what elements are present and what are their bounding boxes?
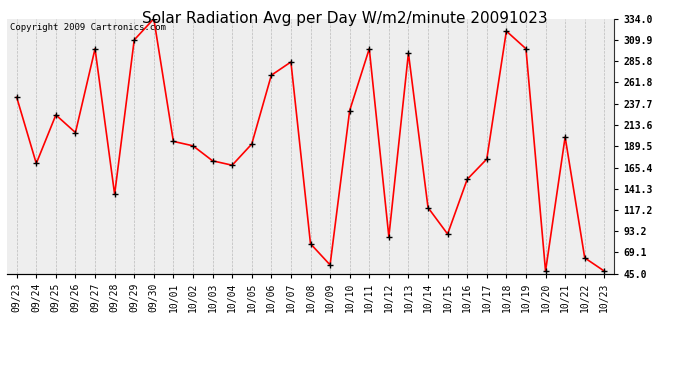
Text: Solar Radiation Avg per Day W/m2/minute 20091023: Solar Radiation Avg per Day W/m2/minute … [142, 11, 548, 26]
Text: Copyright 2009 Cartronics.com: Copyright 2009 Cartronics.com [10, 22, 166, 32]
